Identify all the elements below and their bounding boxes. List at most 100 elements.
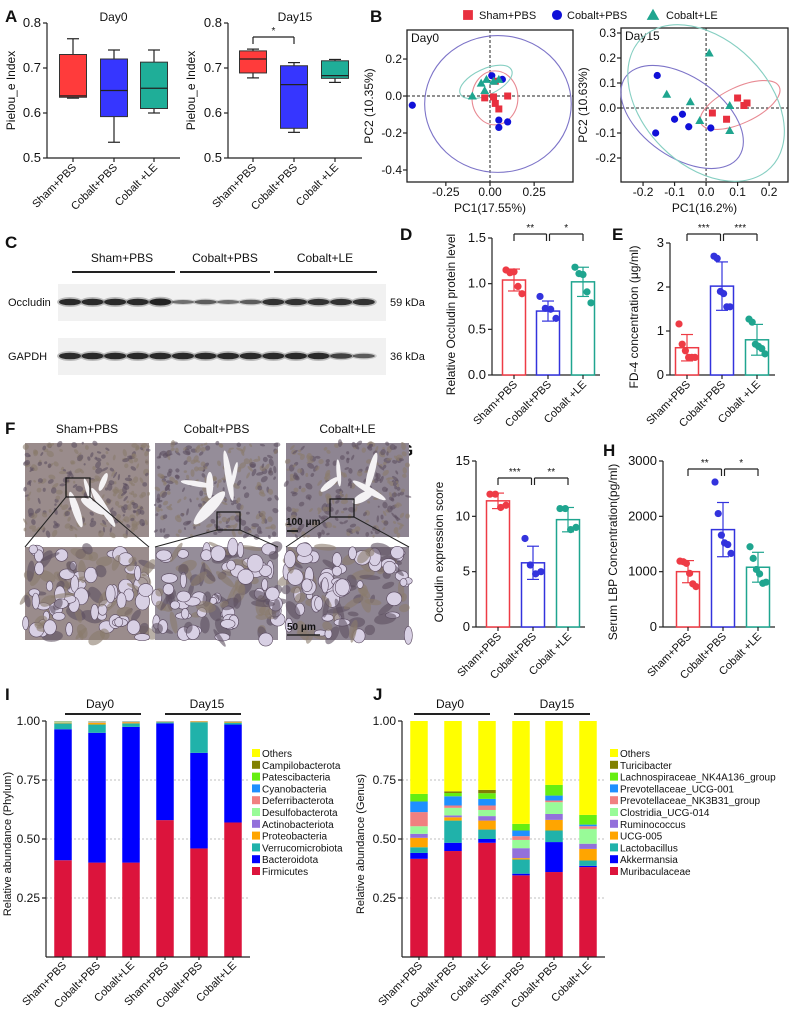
tissue-texture xyxy=(396,486,401,491)
tissue-texture xyxy=(67,516,71,522)
blot-protein-label: GAPDH xyxy=(8,351,47,363)
tissue-texture xyxy=(177,498,182,504)
tissue-texture xyxy=(27,497,31,501)
legend-label: Muribaculaceae xyxy=(620,867,691,878)
tissue-texture xyxy=(109,527,113,533)
tissue-texture xyxy=(74,468,82,474)
stacked-segment xyxy=(478,789,496,794)
stacked-segment xyxy=(122,726,140,863)
goblet-cell xyxy=(314,596,323,611)
legend-item: Akkermansia xyxy=(610,855,678,866)
tissue-texture xyxy=(175,468,180,473)
tissue-texture xyxy=(139,622,149,634)
data-point xyxy=(681,347,690,355)
legend-swatch xyxy=(252,772,260,781)
stacked-segment xyxy=(410,847,428,853)
tissue-texture xyxy=(153,529,158,533)
goblet-cell xyxy=(237,568,254,585)
tissue-texture xyxy=(90,452,94,458)
tissue-texture xyxy=(37,497,41,505)
goblet-cell xyxy=(301,578,313,592)
tissue-texture xyxy=(183,470,188,473)
tissue-texture xyxy=(177,529,182,534)
stacked-segment xyxy=(410,721,428,794)
tissue-texture xyxy=(365,519,370,523)
tissue-texture xyxy=(375,472,381,479)
tissue-texture xyxy=(228,447,234,450)
tissue-texture xyxy=(217,479,222,483)
stacked-segment xyxy=(54,723,72,730)
stacked-segment xyxy=(512,836,530,840)
stacked-segment xyxy=(512,830,530,837)
chart-title: Day0 xyxy=(411,31,439,45)
legend-label: Prevotellaceae_UCG-001 xyxy=(620,784,734,795)
tissue-texture xyxy=(159,508,163,512)
tissue-texture xyxy=(267,516,273,523)
tissue-texture xyxy=(189,498,192,503)
data-point xyxy=(717,531,726,539)
tissue-texture xyxy=(332,525,337,529)
bar-group-1 xyxy=(709,252,735,376)
legend-item: Others xyxy=(610,749,650,760)
tissue-texture xyxy=(61,504,69,511)
tissue-texture xyxy=(70,548,93,561)
data-point xyxy=(502,501,510,509)
stacked-segment xyxy=(579,826,597,829)
y-tick-label: 3000 xyxy=(628,453,657,468)
tissue-texture xyxy=(144,450,149,457)
data-point xyxy=(480,85,490,94)
tissue-texture xyxy=(34,508,41,514)
tissue-texture xyxy=(239,545,263,551)
tissue-texture xyxy=(95,564,107,578)
tissue-texture xyxy=(161,479,167,485)
stacked-segment xyxy=(579,814,597,825)
tissue-texture xyxy=(339,521,344,525)
data-point xyxy=(579,270,587,279)
tissue-texture xyxy=(215,440,220,446)
legend-swatch xyxy=(252,749,260,757)
y-tick-label: -0.1 xyxy=(595,126,616,140)
y-tick-label: 0.2 xyxy=(599,51,616,65)
panel-label-b: B xyxy=(370,7,382,26)
data-point xyxy=(724,540,732,549)
stacked-segment xyxy=(512,839,530,849)
tissue-texture xyxy=(29,525,37,530)
tissue-texture xyxy=(349,523,357,528)
stacked-segment xyxy=(156,722,174,724)
tissue-texture xyxy=(161,491,168,498)
tissue-texture xyxy=(50,443,55,446)
tissue-texture xyxy=(28,480,32,487)
tissue-texture xyxy=(389,444,396,451)
data-point xyxy=(481,94,489,102)
stacked-segment xyxy=(478,839,496,843)
lumen xyxy=(365,452,378,491)
significance-bracket: ** xyxy=(513,223,548,241)
tissue-texture xyxy=(256,472,264,476)
tissue-texture xyxy=(122,533,128,539)
tissue-texture xyxy=(64,511,70,517)
zoom-connector-line xyxy=(24,496,67,548)
goblet-cell xyxy=(114,617,124,627)
box-0 xyxy=(59,38,87,99)
y-tick-label: 0.25 xyxy=(17,891,41,905)
blot-band xyxy=(307,298,330,306)
legend-label: Turicibacter xyxy=(620,761,673,772)
tissue-texture xyxy=(243,492,250,499)
tissue-texture xyxy=(40,552,60,562)
x-axis-label: PC1(16.2%) xyxy=(672,201,737,215)
tissue-texture xyxy=(398,524,403,530)
tissue-texture xyxy=(402,473,407,478)
tissue-texture xyxy=(219,443,224,448)
tissue-texture xyxy=(84,445,89,450)
box-1 xyxy=(280,61,308,133)
legend-label: Actinobacteriota xyxy=(262,820,334,831)
tissue-texture xyxy=(66,561,77,574)
tissue-texture xyxy=(72,484,78,488)
y-axis-label: Pielou_e Index xyxy=(184,51,198,130)
data-point xyxy=(556,504,564,513)
goblet-cell xyxy=(284,617,294,633)
y-tick-label: 0.0 xyxy=(385,89,402,103)
tissue-texture xyxy=(383,520,389,526)
data-point xyxy=(652,129,660,137)
tissue-texture xyxy=(354,526,361,532)
